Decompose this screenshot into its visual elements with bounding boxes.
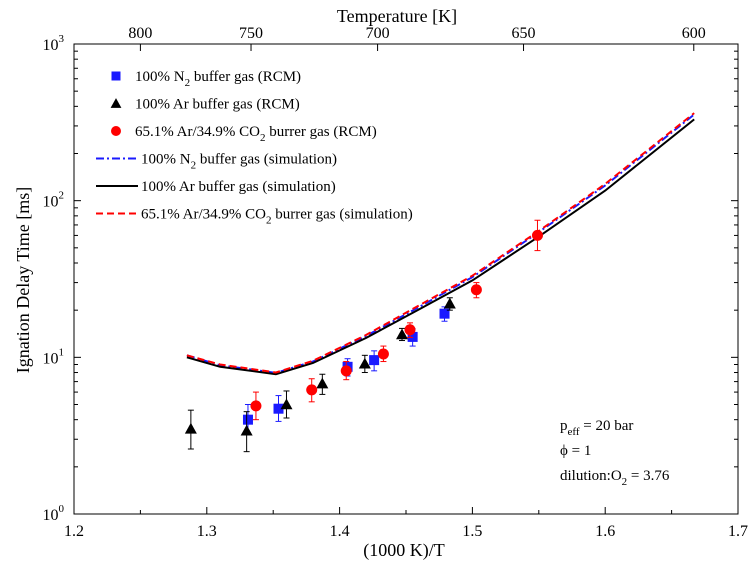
legend-label: 65.1% Ar/34.9% CO2 burrer gas (RCM) — [135, 124, 377, 144]
data-point — [340, 365, 352, 377]
top-tick-label: 700 — [366, 25, 390, 42]
legend-marker — [110, 98, 122, 108]
top-tick-label: 800 — [128, 25, 152, 42]
top-tick-label: 750 — [239, 25, 263, 42]
data-point — [306, 384, 318, 396]
x-tick-label: 1.5 — [462, 523, 482, 540]
y-tick-label: 103 — [43, 33, 65, 54]
x-tick-label: 1.2 — [64, 523, 84, 540]
data-point — [407, 331, 418, 342]
data-point — [250, 400, 262, 412]
legend: 100% N2 buffer gas (RCM) 100% Ar buffer g… — [96, 69, 413, 227]
data-point — [358, 357, 371, 369]
legend-label: 100% N2 buffer gas (RCM) — [135, 69, 301, 89]
x-tick-label: 1.6 — [595, 523, 615, 540]
data-point — [369, 355, 380, 366]
annotation-line: peff = 20 bar — [560, 418, 633, 438]
annotation-line: ϕ = 1 — [560, 443, 591, 459]
data-point — [470, 284, 482, 296]
axis-ticks: 1.2 1.3 1.4 1.5 1.6 1.7 100 101 102 103 800 750 700 6… — [43, 25, 749, 540]
legend-label: 100% Ar buffer gas (RCM) — [135, 97, 300, 113]
y-tick-label: 100 — [43, 503, 65, 524]
data-point — [184, 422, 197, 434]
data-point — [396, 328, 409, 340]
top-tick-label: 650 — [512, 25, 536, 42]
data-point — [377, 348, 389, 360]
plot-frame — [73, 43, 739, 515]
data-point — [531, 229, 543, 241]
top-axis-title: Temperature [K] — [337, 6, 457, 26]
legend-label: 100% Ar buffer gas (simulation) — [141, 179, 336, 195]
x-tick-label: 1.3 — [197, 523, 217, 540]
y-axis-title: Ignation Delay Time [ms] — [13, 187, 33, 374]
data-point — [316, 377, 329, 389]
data-point — [242, 414, 253, 425]
series-line — [186, 113, 695, 374]
data-point — [240, 424, 253, 436]
legend-marker — [111, 71, 121, 81]
data-point — [404, 324, 416, 336]
data-point — [273, 403, 284, 414]
data-point — [280, 398, 293, 410]
data-point — [443, 297, 456, 309]
series-line — [186, 118, 695, 376]
condition-annotations: peff = 20 bar ϕ = 1 dilution:O2 = 3.76 — [560, 418, 670, 488]
y-tick-label: 101 — [43, 346, 65, 367]
legend-marker — [111, 126, 121, 136]
series-layer — [184, 112, 695, 453]
x-tick-label: 1.7 — [728, 523, 748, 540]
x-tick-label: 1.4 — [330, 523, 350, 540]
series-line — [186, 112, 695, 374]
legend-label: 100% N2 buffer gas (simulation) — [141, 152, 337, 172]
x-axis-title: (1000 K)/T — [363, 540, 444, 561]
annotation-line: dilution:O2 = 3.76 — [560, 468, 670, 488]
top-tick-label: 600 — [682, 25, 706, 42]
y-tick-label: 102 — [43, 190, 65, 211]
data-point — [439, 308, 450, 319]
legend-label: 65.1% Ar/34.9% CO2 burrer gas (simulatio… — [141, 207, 413, 227]
